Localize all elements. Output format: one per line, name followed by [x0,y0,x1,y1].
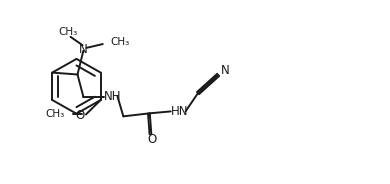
Text: HN: HN [170,105,188,118]
Text: CH₃: CH₃ [58,27,77,37]
Text: CH₃: CH₃ [110,37,130,47]
Text: N: N [79,43,88,56]
Text: O: O [76,109,85,123]
Text: NH: NH [104,90,121,103]
Text: O: O [147,133,157,146]
Text: N: N [220,64,229,77]
Text: CH₃: CH₃ [45,109,65,119]
